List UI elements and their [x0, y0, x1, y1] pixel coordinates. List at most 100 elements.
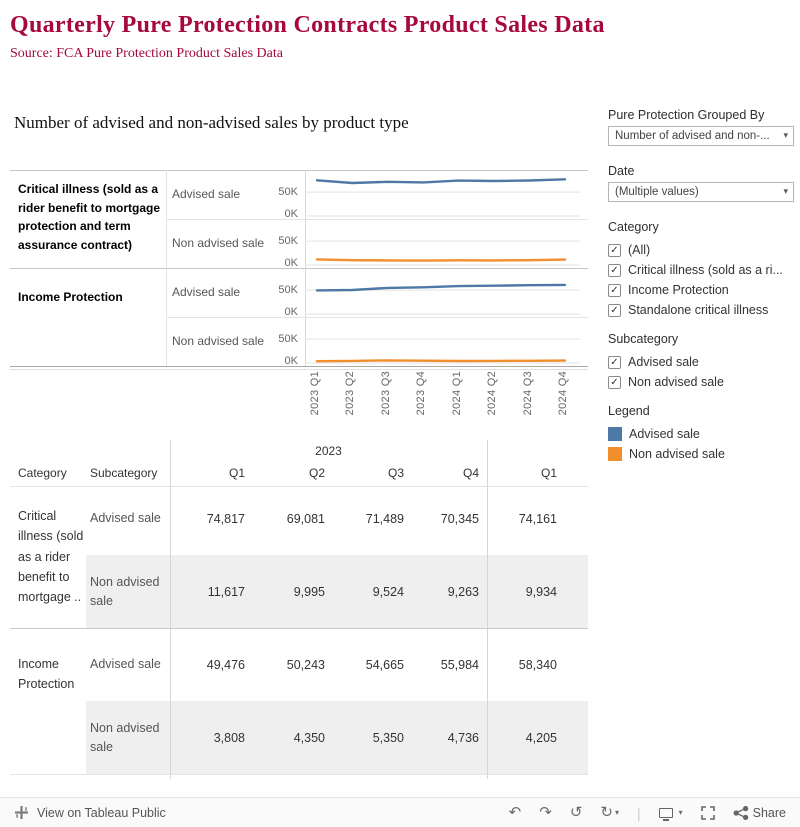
non-advised-color-swatch — [608, 447, 622, 461]
table-value-cell: 9,995 — [293, 584, 325, 599]
table-header-underline — [10, 486, 588, 487]
table-header-q3: Q3 — [387, 466, 404, 480]
chevron-down-icon: ▾ — [678, 808, 683, 817]
x-tick: 2024 Q2 — [486, 371, 498, 416]
table-group-separator — [10, 628, 588, 629]
line-panel-income-nonadvised[interactable] — [305, 317, 580, 366]
table-value-cell: 49,476 — [206, 657, 245, 672]
table-header-q1: Q1 — [228, 466, 245, 480]
undo-icon[interactable]: ↶ — [508, 804, 522, 821]
table-value-cell: 74,161 — [518, 511, 557, 526]
line-panel-critical-nonadvised[interactable] — [305, 219, 580, 268]
replay-icon[interactable]: ↺ — [569, 804, 583, 821]
line-panel-income-advised[interactable] — [305, 268, 580, 317]
chart-category-label: Income Protection — [18, 290, 123, 304]
table-value-cell: 3,808 — [213, 730, 245, 745]
chart-axis-line — [10, 366, 588, 367]
table-value-cell: 54,665 — [365, 657, 404, 672]
category-checkbox-all[interactable]: ✓ (All) — [608, 240, 794, 260]
toolbar-actions: ↶ ↷ ↺ ↻ ▾ | ▾ — [509, 805, 786, 821]
table-value-cell: 5,350 — [372, 730, 404, 745]
x-tick: 2024 Q3 — [522, 371, 534, 416]
checkbox-label: Critical illness (sold as a ri... — [628, 263, 783, 277]
date-dropdown[interactable]: (Multiple values) ▾ — [608, 182, 794, 202]
x-tick: 2023 Q4 — [415, 371, 427, 416]
checkbox-label: Income Protection — [628, 283, 729, 297]
refresh-icon: ↻ — [600, 804, 613, 821]
subcategory-checkbox-advised[interactable]: ✓ Advised sale — [608, 352, 794, 372]
legend-item-nonadvised[interactable]: Non advised sale — [608, 444, 794, 464]
table-year-separator — [487, 440, 488, 779]
chart-group-separator — [10, 268, 588, 269]
table-value-cell: 9,524 — [372, 584, 404, 599]
table-value-cell: 71,489 — [365, 511, 404, 526]
advised-color-swatch — [608, 427, 622, 441]
table-value-cell: 55,984 — [440, 657, 479, 672]
y-tick: 0K — [284, 355, 298, 367]
table-header-q4: Q4 — [462, 466, 479, 480]
checkbox-label: Advised sale — [628, 355, 699, 369]
y-tick: 0K — [284, 306, 298, 318]
zebra-row-background — [86, 701, 588, 774]
category-filter-label: Category — [608, 220, 659, 234]
table-column-separator — [170, 440, 171, 779]
table-value-cell: 50,243 — [286, 657, 325, 672]
table-value-cell: 4,205 — [525, 730, 557, 745]
category-checkbox-standalone-critical[interactable]: ✓ Standalone critical illness — [608, 300, 794, 320]
refresh-menu-button[interactable]: ↻ ▾ — [600, 805, 619, 820]
legend-label: Legend — [608, 404, 650, 418]
subcategory-checkbox-nonadvised[interactable]: ✓ Non advised sale — [608, 372, 794, 392]
toolbar-divider: | — [636, 804, 641, 821]
chart-subcategory-label: Advised sale — [172, 187, 241, 201]
chart-category-label: Critical illness (sold as a rider benefi… — [18, 182, 161, 252]
filter-sidebar: Pure Protection Grouped By Number of adv… — [608, 108, 794, 464]
table-subcategory-cell: Non advised sale — [90, 574, 160, 608]
date-filter-label: Date — [608, 164, 635, 178]
chart-top-border — [10, 170, 588, 171]
display-menu-button[interactable]: ▾ — [658, 807, 683, 821]
table-year-header: 2023 — [315, 444, 342, 458]
chart-subcategory-label: Non advised sale — [172, 236, 265, 250]
table-value-cell: 58,340 — [518, 657, 557, 672]
table-header-q1-2024: Q1 — [540, 466, 557, 480]
view-on-tableau-public-label: View on Tableau Public — [37, 805, 166, 820]
view-on-tableau-public-link[interactable]: View on Tableau Public — [14, 805, 166, 820]
legend-item-label: Non advised sale — [629, 447, 725, 461]
date-dropdown-value: (Multiple values) — [615, 186, 699, 198]
x-tick: 2024 Q4 — [557, 371, 569, 416]
legend-item-label: Advised sale — [629, 427, 700, 441]
page-subtitle: Source: FCA Pure Protection Product Sale… — [10, 46, 283, 61]
chart-row-separator — [166, 219, 588, 220]
chart-column-separator — [166, 170, 167, 366]
y-tick: 50K — [278, 333, 298, 345]
page-title: Quarterly Pure Protection Contracts Prod… — [10, 12, 605, 38]
display-icon — [658, 807, 673, 821]
fullscreen-button[interactable] — [700, 805, 715, 820]
checkbox-label: Standalone critical illness — [628, 303, 769, 317]
x-tick: 2024 Q1 — [451, 371, 463, 416]
table-header-q2: Q2 — [308, 466, 325, 480]
category-checkbox-income-protection[interactable]: ✓ Income Protection — [608, 280, 794, 300]
grouped-by-dropdown[interactable]: Number of advised and non-... ▾ — [608, 126, 794, 146]
chart-bottom-border — [10, 369, 588, 370]
y-tick: 50K — [278, 186, 298, 198]
tableau-toolbar: View on Tableau Public ↶ ↷ ↺ ↻ ▾ | ▾ — [0, 797, 800, 827]
table-category-cell: Critical illness (sold as a rider benefi… — [18, 509, 84, 604]
line-panel-critical-advised[interactable] — [305, 170, 580, 219]
chart-plot-left-border — [305, 170, 306, 366]
table-subcategory-cell: Advised sale — [90, 511, 161, 526]
chevron-down-icon: ▾ — [783, 186, 788, 196]
tableau-logo-icon — [15, 806, 28, 819]
chart-subcategory-label: Non advised sale — [172, 334, 265, 348]
share-button[interactable]: Share — [733, 805, 786, 820]
checkbox-checked-icon: ✓ — [608, 375, 621, 389]
checkbox-checked-icon: ✓ — [608, 283, 621, 297]
legend-item-advised[interactable]: Advised sale — [608, 424, 794, 444]
redo-icon[interactable]: ↷ — [539, 804, 552, 821]
table-value-cell: 4,736 — [447, 730, 479, 745]
share-icon — [733, 805, 748, 820]
category-checkbox-critical-illness[interactable]: ✓ Critical illness (sold as a ri... — [608, 260, 794, 280]
chevron-down-icon: ▾ — [783, 130, 788, 140]
subcategory-filter-label: Subcategory — [608, 332, 679, 346]
